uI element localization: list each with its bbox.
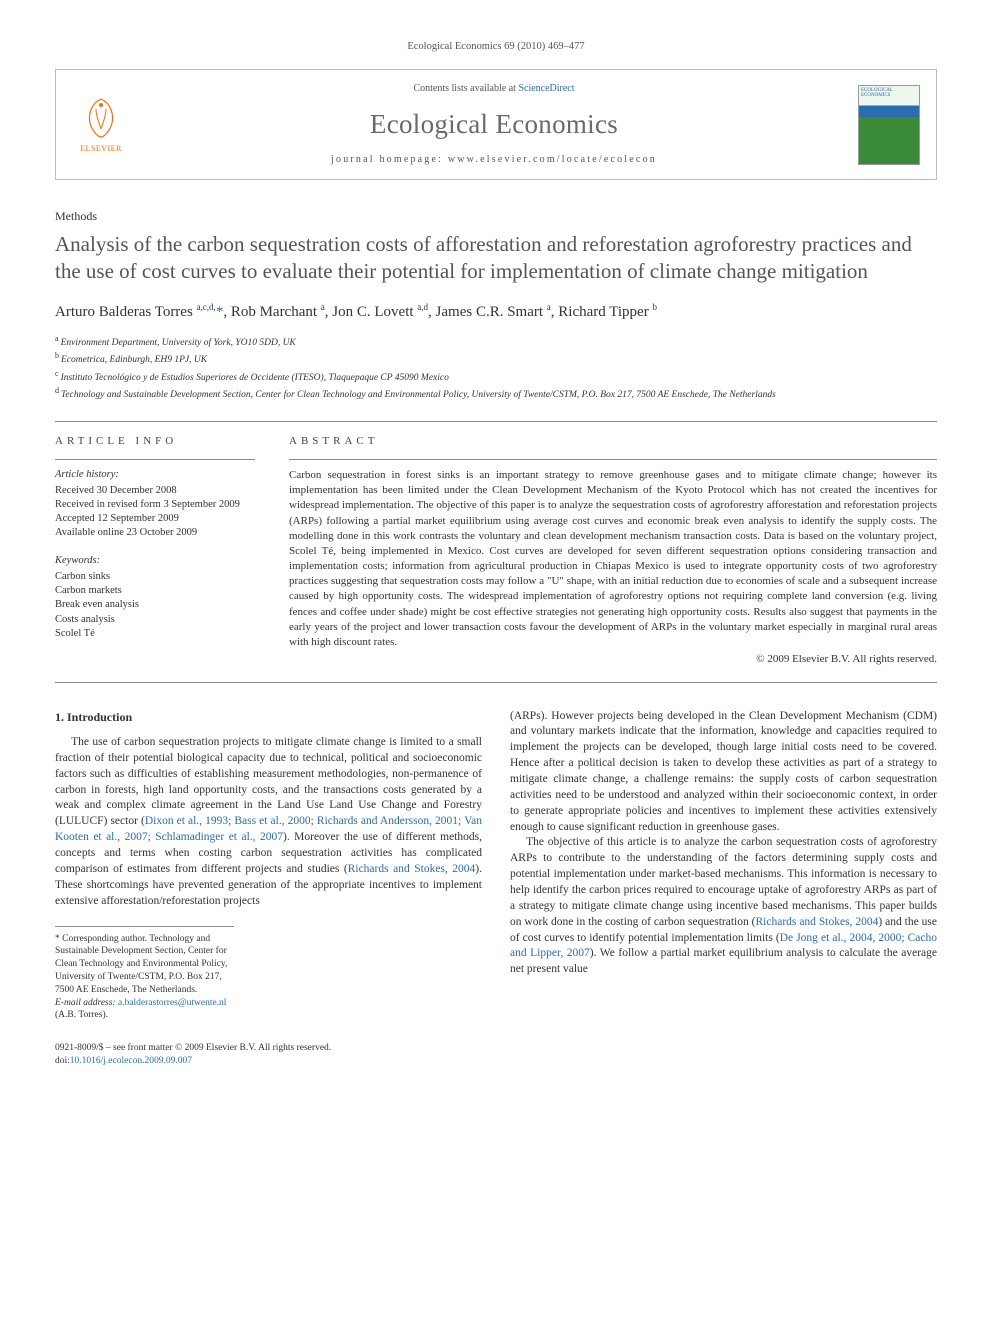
keyword-line: Costs analysis <box>55 613 255 627</box>
keyword-line: Break even analysis <box>55 598 255 612</box>
page-footer: 0921-8009/$ – see front matter © 2009 El… <box>55 1042 937 1068</box>
history-label: Article history: <box>55 468 255 483</box>
body-columns: 1. Introduction The use of carbon seques… <box>55 709 937 1023</box>
email-link[interactable]: a.balderastorres@utwente.nl <box>118 998 226 1008</box>
abstract-column: ABSTRACT Carbon sequestration in forest … <box>289 434 937 668</box>
article-info-head: ARTICLE INFO <box>55 434 255 449</box>
body-paragraph: (ARPs). However projects being developed… <box>510 709 937 836</box>
divider <box>55 459 255 460</box>
email-line: E-mail address: a.balderastorres@utwente… <box>55 997 234 1023</box>
journal-cover-thumb: ECOLOGICAL ECONOMICS <box>858 85 920 165</box>
divider <box>289 459 937 460</box>
keyword-line: Carbon markets <box>55 584 255 598</box>
contents-prefix: Contents lists available at <box>413 83 518 94</box>
info-abstract-row: ARTICLE INFO Article history: Received 3… <box>55 422 937 682</box>
journal-homepage: journal homepage: www.elsevier.com/locat… <box>146 153 842 167</box>
affiliation-line: cInstituto Tecnológico y de Estudios Sup… <box>55 368 937 385</box>
history-line: Available online 23 October 2009 <box>55 526 255 540</box>
abstract-head: ABSTRACT <box>289 434 937 449</box>
history-line: Received 30 December 2008 <box>55 484 255 498</box>
doi-link[interactable]: 10.1016/j.ecolecon.2009.09.007 <box>70 1056 192 1066</box>
affiliation-line: bEcometrica, Edinburgh, EH9 1PJ, UK <box>55 350 937 367</box>
sciencedirect-link[interactable]: ScienceDirect <box>518 83 574 94</box>
section-label: Methods <box>55 208 937 225</box>
citation-link[interactable]: Richards and Stokes, 2004 <box>756 916 879 928</box>
article-title: Analysis of the carbon sequestration cos… <box>55 231 937 285</box>
section-heading: 1. Introduction <box>55 709 482 726</box>
article-info: ARTICLE INFO Article history: Received 3… <box>55 434 255 668</box>
abstract-text: Carbon sequestration in forest sinks is … <box>289 468 937 650</box>
body-paragraph: The use of carbon sequestration projects… <box>55 735 482 909</box>
running-head: Ecological Economics 69 (2010) 469–477 <box>55 40 937 55</box>
affiliations: aEnvironment Department, University of Y… <box>55 333 937 403</box>
publisher-label: ELSEVIER <box>80 143 122 154</box>
elsevier-logo: ELSEVIER <box>72 93 130 157</box>
doi-line: doi:10.1016/j.ecolecon.2009.09.007 <box>55 1055 937 1068</box>
journal-masthead: ELSEVIER Contents lists available at Sci… <box>55 69 937 181</box>
body-paragraph: The objective of this article is to anal… <box>510 835 937 978</box>
affiliation-line: aEnvironment Department, University of Y… <box>55 333 937 350</box>
affiliation-line: dTechnology and Sustainable Development … <box>55 385 937 402</box>
keywords-label: Keywords: <box>55 554 255 569</box>
history-line: Received in revised form 3 September 200… <box>55 498 255 512</box>
authors-line: Arturo Balderas Torres a,c,d,*, Rob Marc… <box>55 301 937 323</box>
homepage-prefix: journal homepage: <box>331 154 448 165</box>
homepage-url[interactable]: www.elsevier.com/locate/ecolecon <box>448 154 657 165</box>
citation-link[interactable]: Richards and Stokes, 2004 <box>348 863 476 875</box>
corresponding-footnote: * Corresponding author. Technology and S… <box>55 926 234 1023</box>
abstract-copyright: © 2009 Elsevier B.V. All rights reserved… <box>289 652 937 667</box>
issn-line: 0921-8009/$ – see front matter © 2009 El… <box>55 1042 937 1055</box>
keyword-line: Scolel Té <box>55 627 255 641</box>
keyword-line: Carbon sinks <box>55 570 255 584</box>
divider <box>55 682 937 683</box>
contents-line: Contents lists available at ScienceDirec… <box>146 82 842 96</box>
masthead-center: Contents lists available at ScienceDirec… <box>146 82 842 168</box>
journal-title: Ecological Economics <box>146 106 842 144</box>
history-line: Accepted 12 September 2009 <box>55 512 255 526</box>
cover-thumb-title: ECOLOGICAL ECONOMICS <box>859 86 919 100</box>
corr-author-line: * Corresponding author. Technology and S… <box>55 933 234 997</box>
